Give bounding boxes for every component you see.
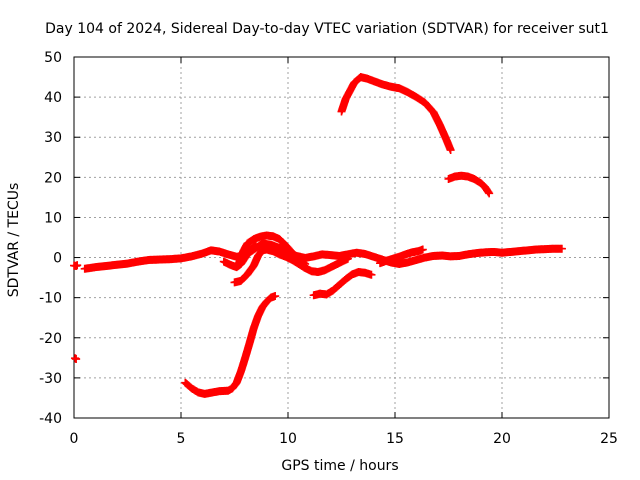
series-seg-hump-b — [234, 231, 310, 268]
x-tick-label: 25 — [600, 431, 618, 447]
y-tick-labels: -40 -30 -20 -10 0 10 20 30 40 50 — [39, 50, 62, 427]
data-point — [251, 241, 260, 250]
series-seg-deep-dip — [181, 292, 280, 398]
y-tick-label: 40 — [44, 90, 62, 106]
y-tick-label: 0 — [53, 251, 62, 267]
x-tick-label: 15 — [386, 431, 404, 447]
series-seg-high-arc — [337, 73, 455, 155]
y-tick-label: 30 — [44, 130, 62, 146]
data-point — [73, 261, 82, 270]
y-axis-label: SDTVAR / TECUs — [6, 183, 22, 298]
x-tick-label: 10 — [279, 431, 297, 447]
data-point — [271, 292, 280, 301]
y-tick-label: -40 — [39, 411, 62, 427]
y-tick-label: 20 — [44, 170, 62, 186]
x-axis-label: GPS time / hours — [281, 458, 398, 474]
data-point — [446, 146, 455, 155]
y-tick-label: -10 — [39, 291, 62, 307]
data-point — [557, 244, 566, 253]
y-tick-label: -20 — [39, 331, 62, 347]
series-seg-minor-mid — [376, 245, 427, 268]
y-tick-label: 10 — [44, 210, 62, 226]
axis-ticks — [73, 56, 610, 419]
x-tick-label: 5 — [177, 431, 186, 447]
data-points — [70, 73, 566, 398]
y-tick-label: 50 — [44, 50, 62, 66]
data-point — [343, 254, 352, 263]
data-point — [367, 270, 376, 279]
series-seg-lower-mid — [309, 267, 376, 300]
series-seg-isolated-start — [70, 261, 82, 364]
series-seg-descending — [230, 245, 352, 287]
x-tick-label: 0 — [70, 431, 79, 447]
grid — [74, 57, 609, 418]
y-tick-label: -30 — [39, 371, 62, 387]
x-tick-label: 20 — [493, 431, 511, 447]
data-point — [418, 245, 427, 254]
series-seg-high-tail — [444, 171, 494, 198]
plot-frame — [73, 56, 610, 419]
x-tick-labels: 0 5 10 15 20 25 — [70, 431, 618, 447]
data-point — [485, 189, 494, 198]
data-point — [72, 355, 81, 364]
chart-title: Day 104 of 2024, Sidereal Day-to-day VTE… — [45, 21, 609, 37]
